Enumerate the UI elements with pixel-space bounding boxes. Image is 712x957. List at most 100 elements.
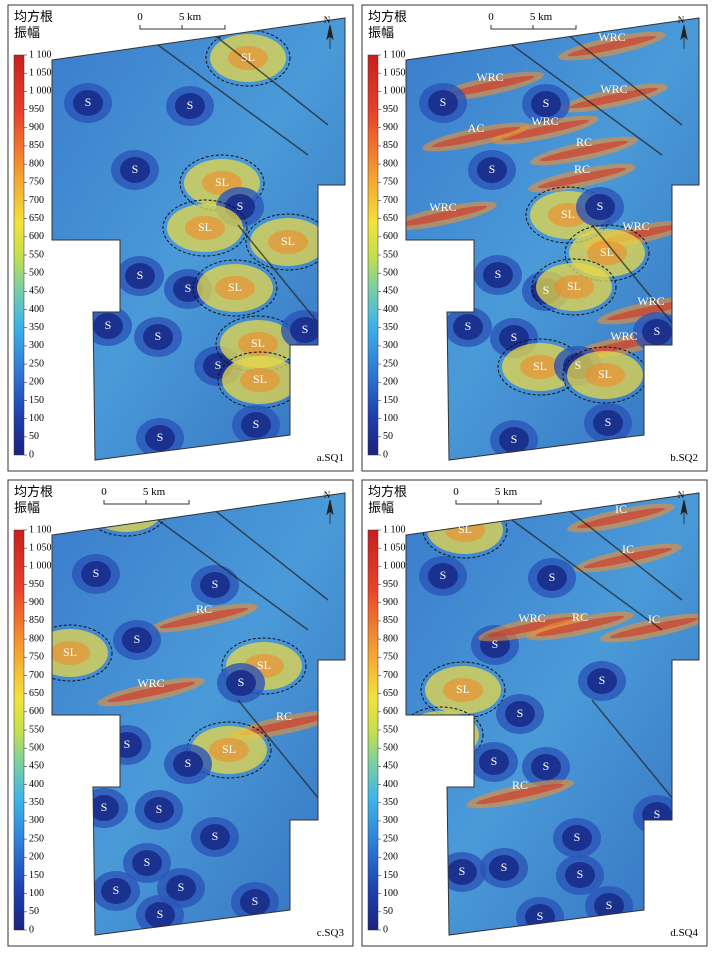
dark-blob — [89, 795, 119, 821]
map-label: WRC — [622, 219, 649, 233]
map — [52, 18, 345, 460]
north-arrow — [680, 24, 688, 49]
colorbar-tick-label: 350 — [29, 797, 44, 808]
dark-blob — [565, 862, 595, 888]
colorbar-tick-label: 650 — [29, 213, 44, 224]
colorbar-tick-label: 500 — [29, 267, 44, 278]
high-zone — [228, 46, 268, 70]
panel-label: a.SQ1 — [317, 452, 344, 464]
colorbar-tick-label: 900 — [29, 597, 44, 608]
colorbar-tick-label: 350 — [383, 322, 398, 333]
colorbar-tick-label: 600 — [29, 706, 44, 717]
dark-blob — [483, 262, 513, 288]
channel-zone — [500, 119, 590, 141]
map-label: S — [215, 358, 222, 372]
high-zone — [52, 641, 90, 665]
map-label: RC — [574, 162, 590, 176]
map-label: S — [511, 432, 518, 446]
map-label: S — [517, 706, 524, 720]
colorbar-tick-label: 350 — [383, 797, 398, 808]
colorbar-title: 均方根 — [368, 9, 407, 24]
high-zone — [520, 355, 560, 379]
colorbar-tick-label: 150 — [383, 395, 398, 406]
colorbar-tick-label: 1 000 — [383, 561, 406, 572]
colorbar-tick-label: 1 050 — [383, 67, 406, 78]
dark-blob — [562, 825, 592, 851]
panel: WRC WRC WRC S S WRC AC RC S RC WRC SL S WRC SL S S SL WRC S… — [361, 4, 708, 472]
channel-zone — [106, 681, 196, 703]
colorbar-tick-label: 800 — [29, 158, 44, 169]
map-label: SL — [434, 727, 448, 741]
colorbar-tick-label: 300 — [29, 815, 44, 826]
scale-end: 5 km — [495, 486, 518, 498]
map-label: S — [237, 199, 244, 213]
dark-blob — [145, 902, 175, 928]
dark-blob — [477, 157, 507, 183]
colorbar-tick-label: 750 — [383, 652, 398, 663]
scale-end: 5 km — [179, 11, 202, 23]
fault-line — [561, 29, 683, 126]
map-label: SL — [533, 359, 547, 373]
colorbar-title: 振幅 — [368, 500, 394, 515]
colorbar-tick-label: 1 050 — [29, 542, 52, 553]
zone-outline — [52, 624, 113, 682]
colorbar-tick-label: 600 — [29, 231, 44, 242]
map-label: S — [440, 95, 447, 109]
map-label: SL — [281, 234, 295, 248]
map-label: WRC — [476, 70, 503, 84]
colorbar-tick-label: 50 — [29, 431, 39, 442]
map-label: IC — [615, 502, 627, 516]
map-label: WRC — [531, 114, 558, 128]
scale-start: 0 — [137, 11, 143, 23]
map-label: S — [85, 95, 92, 109]
channel-zone — [475, 783, 565, 805]
map-label: S — [187, 98, 194, 112]
colorbar-tick-label: 400 — [29, 779, 44, 790]
colorbar-tick-label: 650 — [383, 213, 398, 224]
colorbar-tick-label: 1 000 — [29, 561, 52, 572]
dark-blob — [447, 859, 477, 885]
map-label: S — [157, 907, 164, 921]
map-label: S — [137, 268, 144, 282]
map-label: S — [489, 162, 496, 176]
colorbar-tick-label: 750 — [29, 177, 44, 188]
fault-line — [591, 224, 683, 336]
fault-line — [157, 519, 309, 631]
colorbar-tick-label: 550 — [29, 249, 44, 260]
high-zone — [240, 368, 280, 392]
colorbar-tick-label: 1 050 — [29, 67, 52, 78]
channel-zone — [537, 167, 627, 189]
dark-blob — [241, 412, 271, 438]
map-border — [51, 492, 346, 936]
map-label: SL — [228, 280, 242, 294]
colorbar-tick-label: 950 — [29, 579, 44, 590]
high-zone — [238, 332, 278, 356]
map-label: S — [440, 568, 447, 582]
high-zone — [215, 276, 255, 300]
map — [52, 493, 345, 935]
dark-blob — [594, 893, 624, 919]
map-label: S — [253, 417, 260, 431]
dark-blob — [505, 701, 535, 727]
colorbar-tick-label: 700 — [383, 195, 398, 206]
map-label: S — [654, 324, 661, 338]
channel-zone — [445, 75, 535, 97]
map-label: S — [185, 756, 192, 770]
fault-line — [561, 504, 683, 601]
map-label: S — [577, 867, 584, 881]
colorbar-tick-label: 950 — [383, 579, 398, 590]
map-label: IC — [622, 542, 634, 556]
colorbar-title: 均方根 — [14, 9, 53, 24]
panel-label: c.SQ3 — [317, 927, 345, 939]
map-border — [405, 17, 700, 461]
colorbar-tick-label: 100 — [29, 413, 44, 424]
colorbar-tick-label: 300 — [383, 340, 398, 351]
channel-zone — [609, 617, 699, 639]
map — [406, 18, 699, 460]
scale-end: 5 km — [530, 11, 553, 23]
colorbar-tick-label: 650 — [383, 688, 398, 699]
map-label: S — [511, 330, 518, 344]
dark-blob — [166, 875, 196, 901]
colorbar-tick-label: 150 — [29, 870, 44, 881]
